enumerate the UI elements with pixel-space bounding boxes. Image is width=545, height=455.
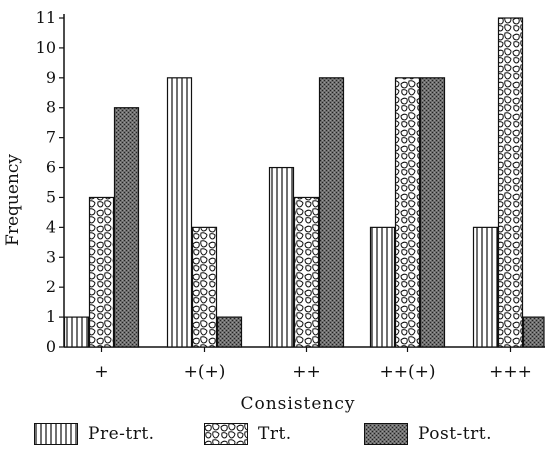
legend-item-trt: Trt. [204, 420, 292, 448]
legend-label-trt: Trt. [258, 424, 292, 444]
x-tick-label: + [94, 362, 108, 382]
bar-pre [472, 226, 499, 348]
x-axis-label: Consistency [240, 394, 355, 414]
y-tick-label: 1 [46, 307, 56, 326]
y-tick-label: 7 [46, 128, 56, 147]
bar-post [216, 316, 243, 348]
y-tick-label: 4 [46, 217, 56, 236]
x-tick-label: +(+) [184, 362, 226, 382]
legend-item-post: Post-trt. [364, 420, 492, 448]
bar-trt [497, 17, 524, 348]
legend-label-post: Post-trt. [418, 424, 492, 444]
legend-swatch-pre [34, 423, 78, 445]
y-tick-label: 9 [46, 68, 56, 87]
y-tick-label: 11 [36, 8, 56, 27]
bars [63, 17, 545, 348]
y-tick-label: 2 [46, 277, 56, 296]
bar-trt [88, 196, 115, 348]
y-tick-label: 6 [46, 158, 56, 177]
legend-item-pre: Pre-trt. [34, 420, 155, 448]
legend-swatch-trt [204, 423, 248, 445]
bar-post [113, 107, 140, 348]
bar-trt [191, 226, 218, 348]
y-tick-label: 0 [46, 337, 56, 356]
y-tick-label: 3 [46, 247, 56, 266]
bar-trt [394, 77, 421, 348]
legend: Pre-trt. Trt. Post-trt. [30, 420, 545, 448]
bar-post [318, 77, 345, 348]
bar-pre [166, 77, 193, 348]
legend-label-pre: Pre-trt. [88, 424, 155, 444]
x-tick-label: ++(+) [380, 362, 436, 382]
x-tick-label: ++ [292, 362, 321, 382]
bar-pre [268, 166, 295, 348]
y-tick-label: 10 [36, 38, 56, 57]
bar-post [419, 77, 446, 348]
bar-trt [293, 196, 320, 348]
y-tick-label: 5 [46, 187, 56, 206]
bar-post [522, 316, 545, 348]
x-tick-label: +++ [489, 362, 532, 382]
y-tick-label: 8 [46, 98, 56, 117]
legend-swatch-post [364, 423, 408, 445]
bar-pre [369, 226, 396, 348]
bar-pre [63, 316, 90, 348]
y-axis-label: Frequency [3, 154, 23, 246]
